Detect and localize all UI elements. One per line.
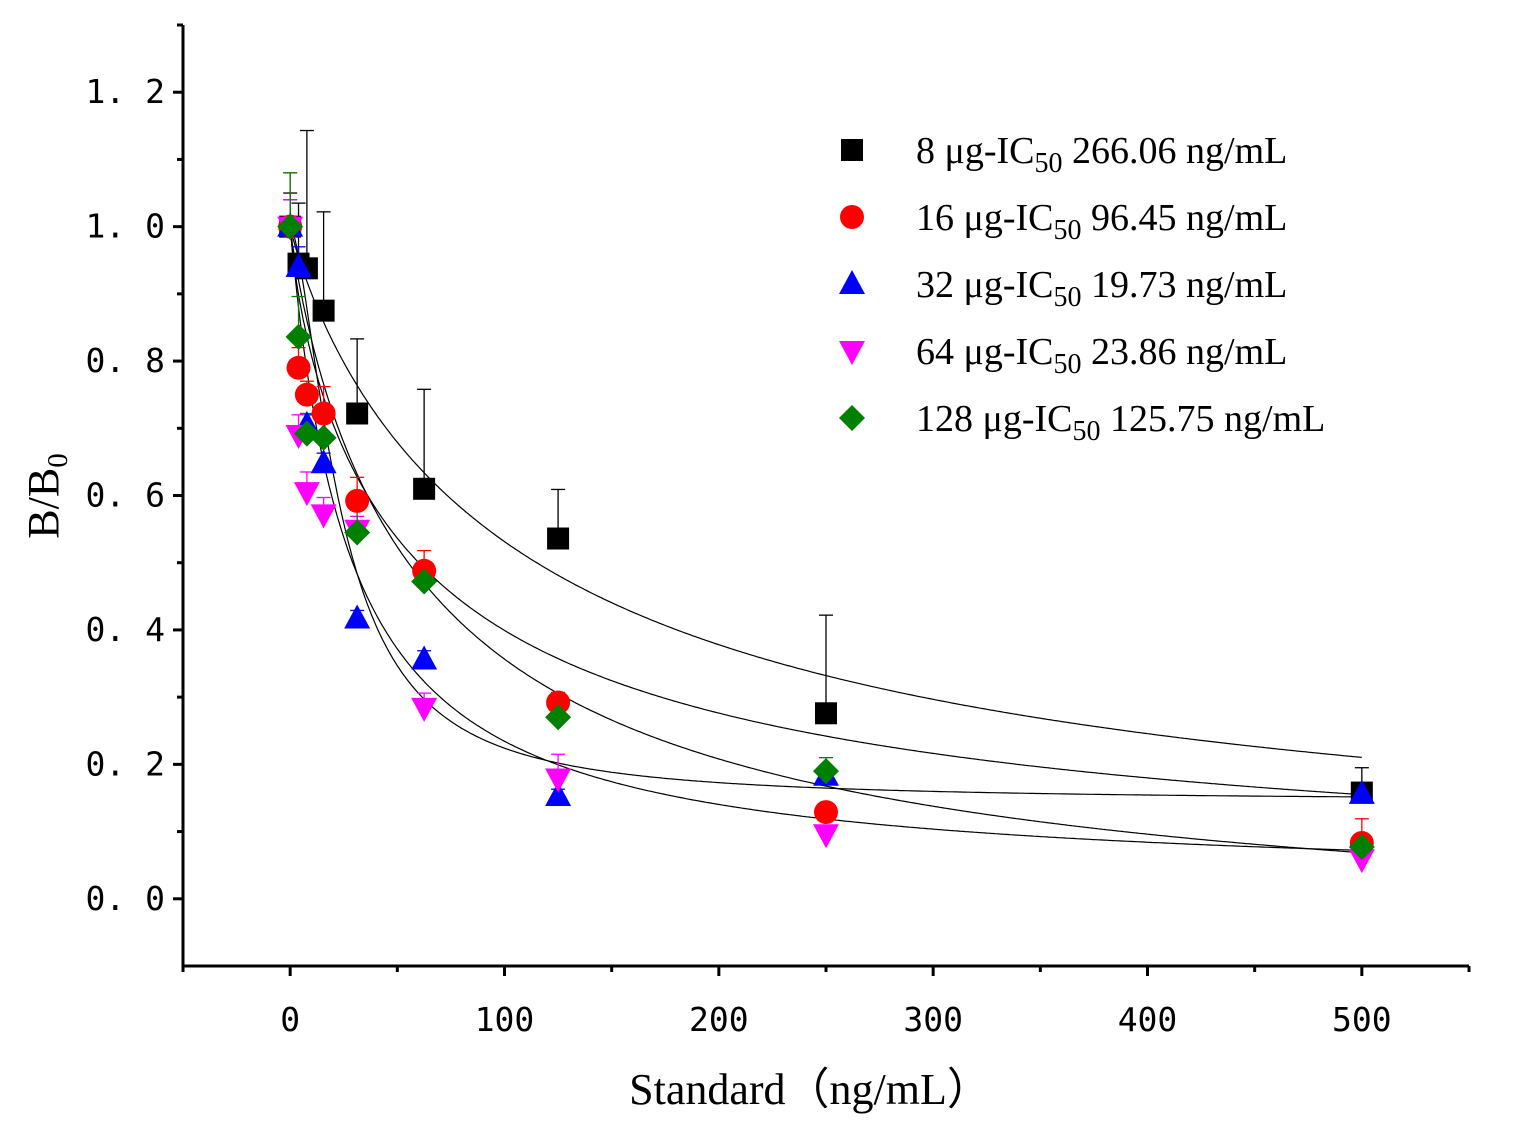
legend-text-subscript: 50: [1035, 148, 1063, 179]
data-point-series-1: [413, 477, 436, 500]
legend-entry: 32 μg-IC50 19.73 ng/mL: [916, 264, 1287, 313]
data-point-series-2: [814, 800, 838, 825]
error-bar: [819, 614, 833, 714]
x-tick-label: 0: [280, 1000, 300, 1039]
data-point-series-2: [345, 488, 370, 513]
legend-marker: [839, 341, 865, 365]
legend-marker: [840, 205, 864, 229]
legend-entry: 128 μg-IC50 125.75 ng/mL: [916, 398, 1325, 447]
data-point-series-5: [545, 704, 572, 731]
data-point-series-3: [545, 781, 572, 806]
legend-text-main: 128 μg-IC: [916, 398, 1073, 440]
data-point-series-3: [411, 645, 438, 670]
legend-entry: 16 μg-IC50 96.45 ng/mL: [916, 197, 1287, 246]
data-point-series-3: [1348, 779, 1375, 804]
legend-text-main: 64 μg-IC: [916, 331, 1054, 373]
x-axis-ticks: 0 100 200 300 400 500: [181, 966, 1471, 1039]
data-point-series-2: [286, 355, 311, 380]
data-point-series-5: [344, 519, 371, 546]
legend-marker: [839, 405, 865, 431]
fit-curves: [289, 226, 1362, 854]
error-bar: [350, 338, 365, 414]
data-point-series-4: [411, 697, 438, 722]
data-point-series-2: [311, 401, 336, 426]
x-tick-label: 100: [475, 1000, 535, 1039]
fit-curve-series-3: [289, 226, 1362, 798]
y-tick-label: 0. 6: [86, 476, 165, 515]
data-point-series-4: [310, 504, 337, 529]
legend-text-value: 125.75 ng/mL: [1101, 398, 1326, 440]
y-axis-ticks: 0. 0 0. 2 0. 4 0. 6 0. 8 1. 0 1. 2: [86, 23, 183, 918]
x-tick-label: 300: [903, 1000, 963, 1039]
data-point-series-2: [294, 382, 319, 407]
fit-curve-series-2: [289, 226, 1362, 854]
data-point-series-3: [310, 449, 337, 474]
legend-text-value: 19.73 ng/mL: [1082, 264, 1288, 306]
legend-text-value: 23.86 ng/mL: [1082, 331, 1288, 373]
data-point-series-1: [815, 702, 837, 725]
data-point-series-5: [411, 568, 438, 595]
data-point-series-3: [285, 252, 312, 277]
legend-text-value: 96.45 ng/mL: [1082, 197, 1288, 239]
x-tick-label: 400: [1118, 1000, 1178, 1039]
fit-curve-series-4: [289, 226, 1362, 851]
y-axis-title: B/B0: [19, 453, 74, 538]
data-point-series-4: [545, 768, 572, 793]
data-point-series-4: [813, 824, 839, 849]
legend-text-subscript: 50: [1073, 416, 1101, 447]
data-point-series-5: [310, 424, 337, 451]
error-bar: [299, 129, 314, 269]
data-point-series-5: [1348, 834, 1375, 861]
y-tick-label: 0. 4: [86, 610, 165, 649]
data-point-series-4: [1348, 849, 1375, 874]
data-point-series-1: [547, 527, 570, 550]
x-tick-label: 500: [1332, 1000, 1392, 1039]
y-tick-label: 0. 8: [86, 341, 165, 380]
data-point-series-3: [344, 604, 371, 629]
legend-text-subscript: 50: [1054, 282, 1082, 313]
legend-text-main: 8 μg-IC: [916, 130, 1035, 172]
y-axis-title-subscript: 0: [42, 453, 74, 468]
error-bar: [417, 388, 432, 489]
data-point-series-5: [285, 323, 312, 350]
fit-curve-series-5: [289, 226, 1362, 796]
data-point-series-1: [346, 402, 369, 425]
legend-text-main: 32 μg-IC: [916, 264, 1054, 306]
error-bar: [316, 211, 331, 311]
data-point-series-5: [277, 213, 304, 240]
data-point-series-1: [312, 299, 335, 322]
data-point-series-2: [546, 690, 571, 715]
y-axis-title-main: B/B: [19, 468, 68, 539]
legend-text-main: 16 μg-IC: [916, 197, 1054, 239]
legend-text-subscript: 50: [1054, 349, 1082, 380]
legend-text-subscript: 50: [1054, 215, 1082, 246]
data-point-series-4: [293, 482, 320, 507]
data-points: [277, 212, 1375, 874]
y-tick-label: 1. 2: [86, 72, 165, 111]
legend-entry: 64 μg-IC50 23.86 ng/mL: [916, 331, 1287, 380]
legend-marker: [841, 139, 863, 161]
legend-text-value: 266.06 ng/mL: [1063, 130, 1288, 172]
legend-entry: 8 μg-IC50 266.06 ng/mL: [916, 130, 1287, 179]
y-tick-label: 0. 2: [86, 744, 165, 783]
legend-marker: [839, 270, 865, 294]
y-tick-label: 0. 0: [86, 879, 165, 918]
data-point-series-5: [813, 758, 839, 785]
y-tick-label: 1. 0: [86, 207, 165, 246]
x-tick-label: 200: [689, 1000, 749, 1039]
x-axis-title: Standard（ng/mL）: [629, 1065, 991, 1114]
